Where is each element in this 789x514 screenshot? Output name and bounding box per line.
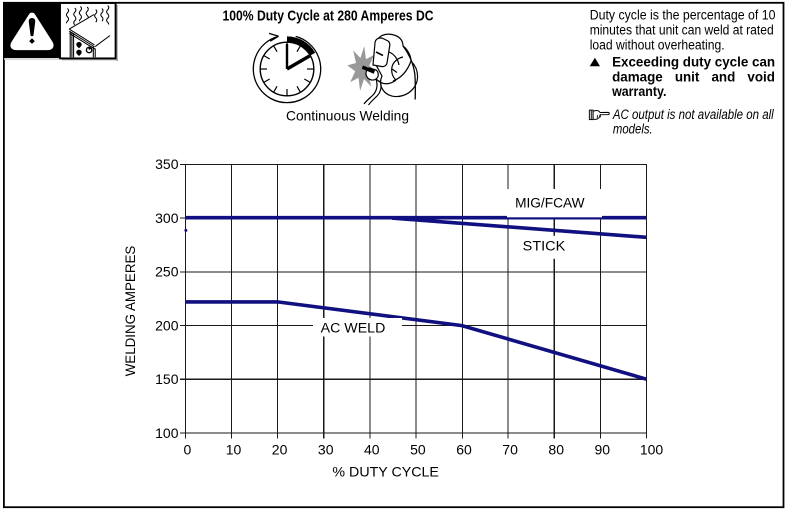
svg-text:40: 40 — [364, 442, 380, 458]
svg-text:% DUTY CYCLE: % DUTY CYCLE — [332, 464, 439, 480]
svg-text:AC WELD: AC WELD — [321, 320, 386, 335]
svg-text:warranty.: warranty. — [611, 84, 666, 99]
svg-text:100: 100 — [155, 425, 179, 441]
svg-text:100% Duty Cycle at 280 Amperes: 100% Duty Cycle at 280 Amperes DC — [223, 8, 434, 25]
svg-text:AC output is not available on: AC output is not available on all — [612, 107, 775, 122]
svg-text:100: 100 — [640, 442, 664, 458]
svg-text:350: 350 — [155, 156, 179, 172]
svg-text:Duty cycle is the percentage o: Duty cycle is the percentage of 10 — [590, 8, 776, 23]
svg-text:STICK: STICK — [523, 239, 566, 254]
svg-text:30: 30 — [318, 442, 334, 458]
svg-text:minutes that unit can weld at: minutes that unit can weld at rated — [590, 23, 774, 38]
svg-text:WELDING AMPERES: WELDING AMPERES — [123, 246, 138, 377]
svg-text:250: 250 — [155, 264, 179, 280]
svg-text:80: 80 — [548, 442, 564, 458]
svg-text:damage unit and void: damage unit and void — [612, 69, 775, 84]
svg-text:200: 200 — [155, 317, 179, 333]
svg-text:300: 300 — [155, 210, 179, 226]
svg-text:10: 10 — [226, 442, 242, 458]
svg-text:50: 50 — [410, 442, 426, 458]
svg-text:70: 70 — [502, 442, 518, 458]
svg-text:60: 60 — [456, 442, 472, 458]
svg-text:MIG/FCAW: MIG/FCAW — [515, 195, 585, 210]
svg-text:150: 150 — [155, 371, 179, 387]
svg-text:models.: models. — [613, 122, 653, 137]
svg-text:90: 90 — [595, 442, 611, 458]
svg-text:20: 20 — [272, 442, 288, 458]
svg-text:0: 0 — [184, 442, 192, 458]
svg-text:Continuous Welding: Continuous Welding — [286, 107, 409, 123]
svg-text:Exceeding duty cycle can: Exceeding duty cycle can — [612, 55, 775, 70]
svg-text:load without overheating.: load without overheating. — [590, 38, 725, 53]
